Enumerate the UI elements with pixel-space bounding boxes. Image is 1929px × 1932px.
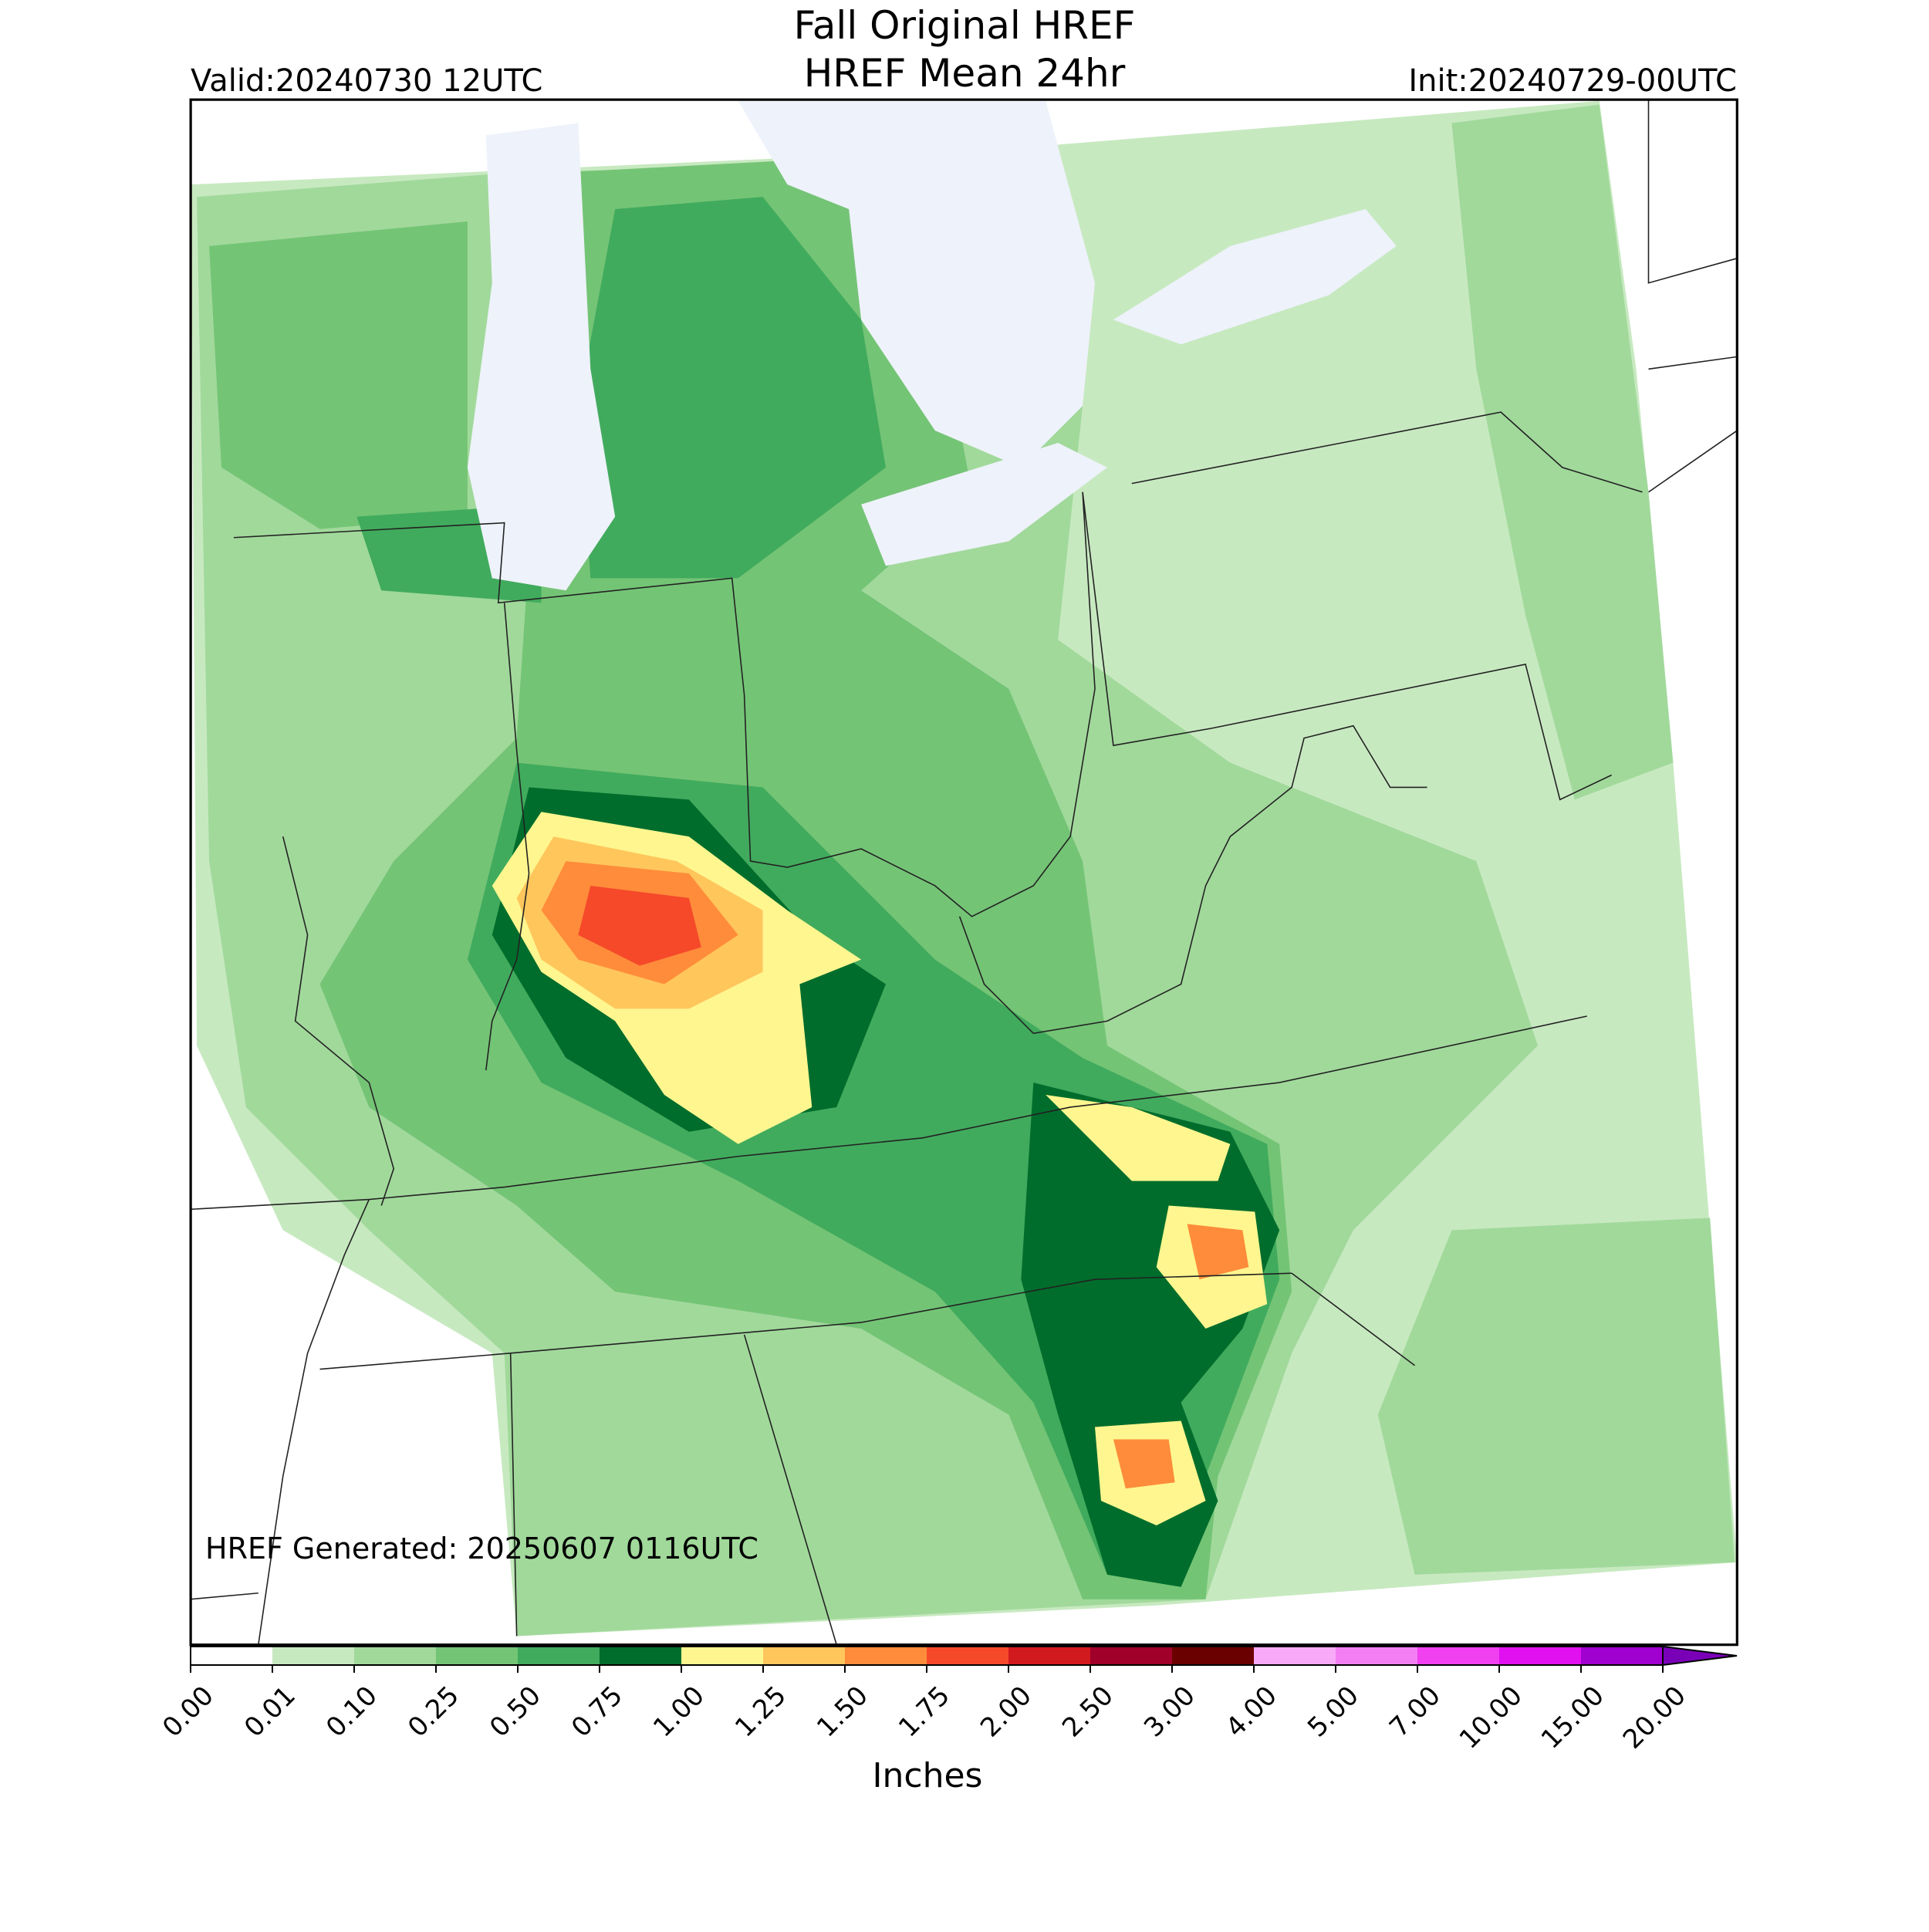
colorbar-bin bbox=[1254, 1647, 1336, 1665]
colorbar-bin bbox=[845, 1647, 927, 1665]
colorbar-bin bbox=[763, 1647, 846, 1665]
precip-field bbox=[191, 100, 1738, 1636]
colorbar-bin bbox=[600, 1647, 682, 1665]
boundaries bbox=[191, 98, 1738, 1645]
colorbar-bin bbox=[354, 1647, 437, 1665]
colorbar-tick-label: 1.00 bbox=[647, 1680, 711, 1744]
map bbox=[189, 98, 1738, 1647]
colorbar-tick-label: 2.00 bbox=[975, 1680, 1038, 1744]
colorbar-bin bbox=[1172, 1647, 1255, 1665]
colorbar-bin bbox=[1336, 1647, 1418, 1665]
generated-note: HREF Generated: 20250607 0116UTC bbox=[205, 1532, 758, 1566]
colorbar-bin bbox=[1581, 1647, 1664, 1665]
colorbar-tick-label: 1.75 bbox=[893, 1680, 956, 1744]
colorbar-tick-label: 15.00 bbox=[1535, 1680, 1610, 1755]
colorbar-bin bbox=[272, 1647, 355, 1665]
colorbar-bin bbox=[1090, 1647, 1173, 1665]
colorbar-bin bbox=[1417, 1647, 1500, 1665]
colorbar-bin bbox=[681, 1647, 764, 1665]
colorbar-tick-label: 0.25 bbox=[402, 1680, 465, 1744]
colorbar-tick-label: 7.00 bbox=[1383, 1680, 1447, 1744]
colorbar-tick-label: 0.75 bbox=[566, 1680, 629, 1744]
colorbar-bin bbox=[927, 1647, 1009, 1665]
colorbar-bin bbox=[1499, 1647, 1582, 1665]
init-time: Init:20240729-00UTC bbox=[1408, 63, 1737, 99]
valid-time: Valid:20240730 12UTC bbox=[191, 63, 542, 99]
colorbar-tick-label: 0.00 bbox=[157, 1680, 220, 1744]
colorbar-bin bbox=[1008, 1647, 1091, 1665]
colorbar-extension bbox=[1662, 1645, 1738, 1667]
colorbar-label: Inches bbox=[873, 1756, 983, 1795]
colorbar-tick-label: 4.00 bbox=[1220, 1680, 1283, 1744]
colorbar-tick-label: 5.00 bbox=[1302, 1680, 1365, 1744]
colorbar-bin bbox=[518, 1647, 600, 1665]
colorbar-tick-label: 1.50 bbox=[811, 1680, 874, 1744]
colorbar-tick-label: 0.01 bbox=[238, 1680, 302, 1744]
colorbar-tick-label: 1.25 bbox=[729, 1680, 792, 1744]
colorbar-bin bbox=[436, 1647, 519, 1665]
colorbar-tick-label: 10.00 bbox=[1454, 1680, 1529, 1755]
colorbar-tick-label: 3.00 bbox=[1138, 1680, 1201, 1744]
colorbar-tick-label: 2.50 bbox=[1056, 1680, 1120, 1744]
colorbar-bin bbox=[191, 1647, 273, 1665]
colorbar-tick-label: 0.50 bbox=[484, 1680, 547, 1744]
colorbar-tick-label: 20.00 bbox=[1617, 1680, 1692, 1755]
subtitle: HREF Mean 24hr bbox=[804, 51, 1126, 96]
map-frame bbox=[189, 98, 1738, 1647]
colorbar-tick-label: 0.10 bbox=[320, 1680, 383, 1744]
colorbar: 0.00 0.01 0.10 0.25 0.50 0.75 1.00 1.25 1.50 1.75… bbox=[157, 1645, 1738, 1755]
title: Fall Original HREF bbox=[794, 3, 1136, 48]
